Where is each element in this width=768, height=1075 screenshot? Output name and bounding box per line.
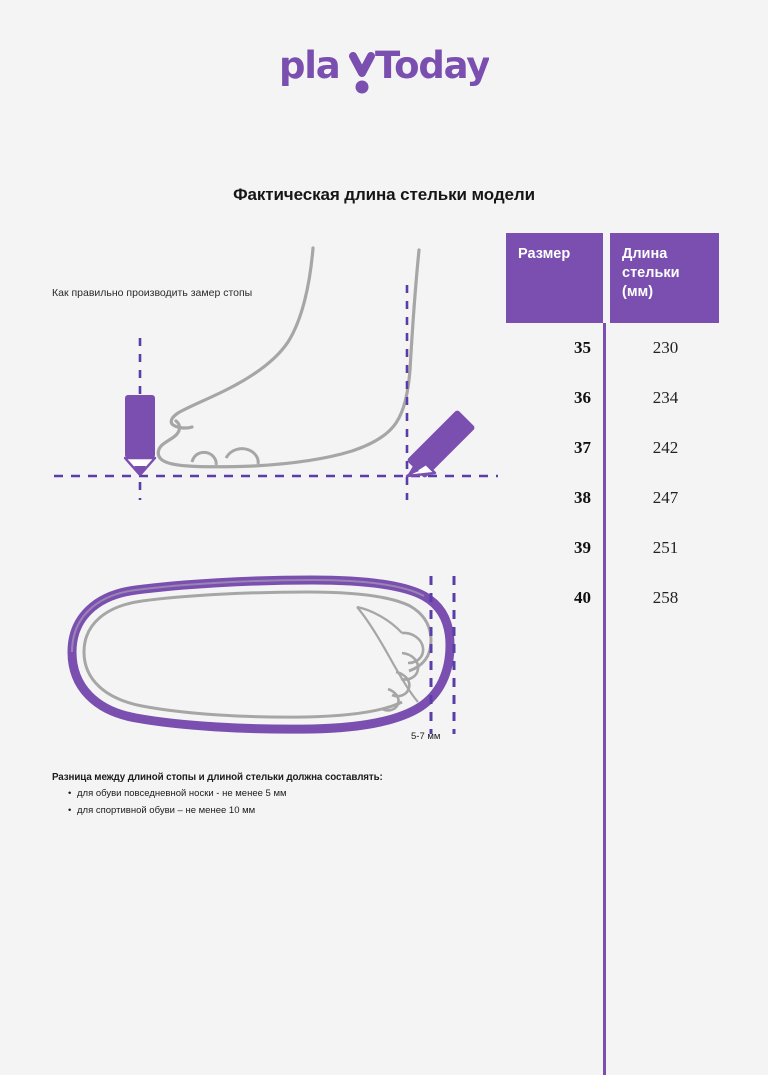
cell-size: 39 xyxy=(574,538,591,557)
bullet-icon: • xyxy=(68,788,72,799)
list-item-label: для спортивной обуви – не менее 10 мм xyxy=(77,804,256,816)
foot-side-profile-icon xyxy=(156,246,421,469)
cell-size: 38 xyxy=(574,488,591,507)
table-column-divider xyxy=(603,323,606,1075)
foot-sole-diagram xyxy=(67,575,456,734)
list-item-label: для обуви повседневной носки - не менее … xyxy=(77,788,287,799)
foot-side-profile-diagram xyxy=(54,246,498,500)
cell-length: 234 xyxy=(652,388,679,407)
gap-measure-label: 5-7 мм xyxy=(411,731,441,742)
table-header-length: Длина стельки (мм) xyxy=(610,233,719,323)
footer-notes-title: Разница между длиной стопы и длиной стел… xyxy=(52,772,383,783)
cell-size: 40 xyxy=(574,588,591,607)
table-row: 35 230 xyxy=(506,323,720,373)
table-header-size: Размер xyxy=(506,233,603,323)
table-row: 38 247 xyxy=(506,473,720,523)
insole-outline-icon xyxy=(67,575,455,734)
cell-length: 258 xyxy=(652,588,679,607)
cell-length: 230 xyxy=(652,338,679,357)
playtoday-logo-icon: pla Today xyxy=(279,44,489,94)
table-row: 40 258 xyxy=(506,573,720,623)
cell-size: 37 xyxy=(574,438,591,457)
cell-length: 251 xyxy=(652,538,679,557)
list-item: • для спортивной обуви – не менее 10 мм xyxy=(68,805,482,818)
table-row: 37 242 xyxy=(506,423,720,473)
list-item: • для обуви повседневной носки - не мене… xyxy=(68,788,482,801)
foot-sole-outline-icon xyxy=(82,590,433,719)
brand-logo: pla Today playToday xyxy=(0,42,768,98)
pencil-icon-right xyxy=(405,410,475,478)
table-row: 36 234 xyxy=(506,373,720,423)
size-chart-page: pla Today playToday Фактическая длина ст… xyxy=(0,42,768,1075)
footer-notes: Разница между длиной стопы и длиной стел… xyxy=(52,772,482,822)
page-title: Фактическая длина стельки модели xyxy=(233,185,535,204)
measure-instruction-note: Как правильно производить замер стопы xyxy=(52,287,253,299)
table-body: 35 230 36 234 37 242 38 247 39 251 40 25… xyxy=(506,323,720,1075)
svg-text:pla: pla xyxy=(279,44,340,87)
size-table: Размер Длина стельки (мм) 35 230 36 234 … xyxy=(506,233,720,1075)
cell-size: 35 xyxy=(574,338,591,357)
table-row: 39 251 xyxy=(506,523,720,573)
cell-size: 36 xyxy=(574,388,591,407)
pencil-icon-left xyxy=(123,395,157,477)
cell-length: 242 xyxy=(652,438,679,457)
bullet-icon: • xyxy=(68,804,72,816)
svg-text:Today: Today xyxy=(375,44,489,87)
table-header-row: Размер Длина стельки (мм) xyxy=(506,233,720,323)
cell-length: 247 xyxy=(652,488,679,507)
